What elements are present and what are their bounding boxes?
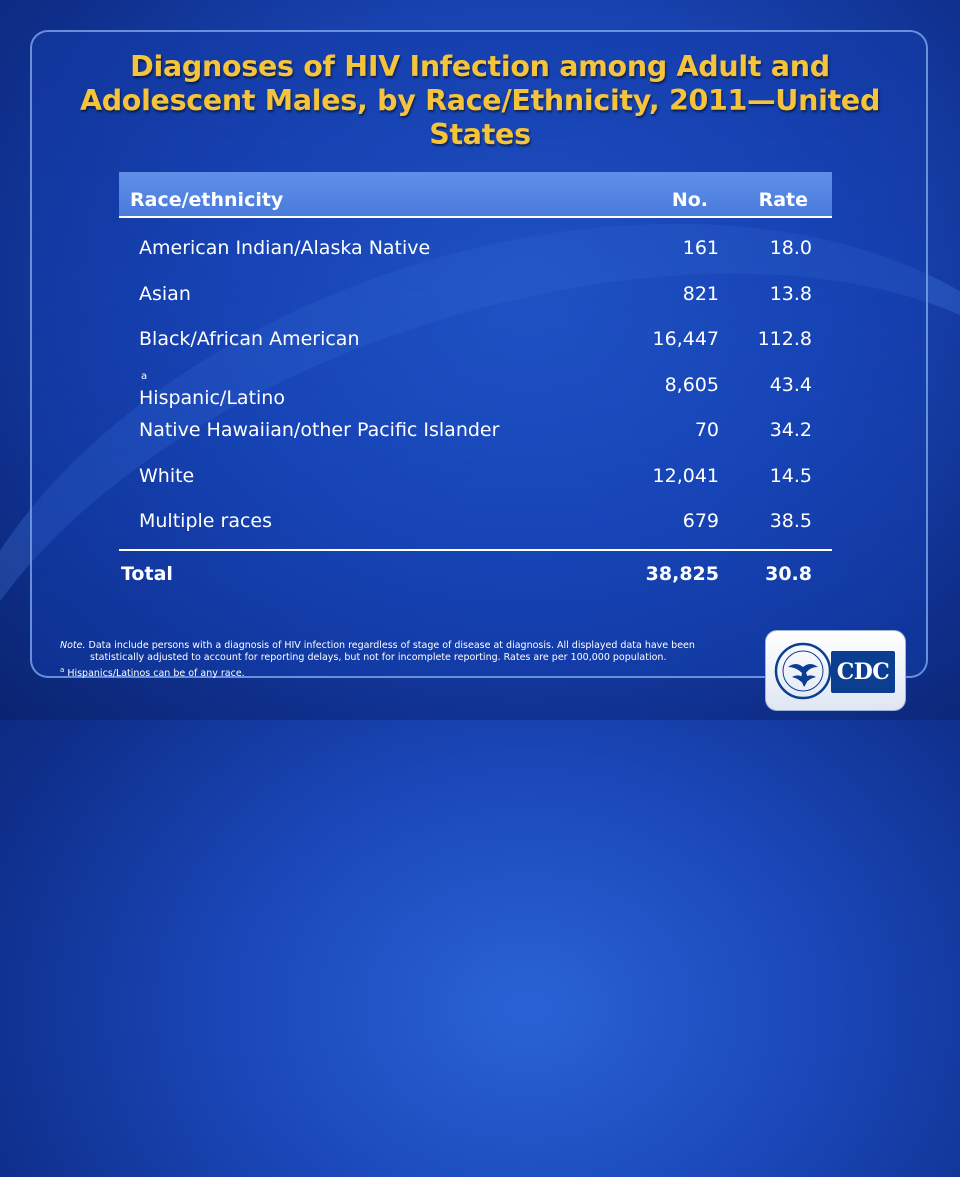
hhs-eagle-seal-icon <box>774 642 832 700</box>
footnote-marker: a <box>141 371 148 383</box>
cell-race: Black/African American <box>139 328 360 350</box>
table-body: American Indian/Alaska Native 161 18.0 A… <box>119 218 832 551</box>
table-row: Asian 821 13.8 <box>119 270 832 316</box>
table-header: Race/ethnicity No. Rate <box>119 172 832 218</box>
cell-no: 12,041 <box>652 464 719 487</box>
cell-race: Multiple races <box>139 510 272 532</box>
cdc-wordmark: CDC <box>831 651 895 693</box>
cell-no: 821 <box>682 282 719 305</box>
cell-no: 16,447 <box>652 328 719 350</box>
note-text-cont: statistically adjusted to account for re… <box>90 652 667 663</box>
cell-rate: 112.8 <box>757 328 812 350</box>
cell-race: American Indian/Alaska Native <box>139 237 431 259</box>
cell-no: 679 <box>682 510 719 532</box>
table-row: Multiple races 679 38.5 <box>119 497 832 543</box>
data-table: Race/ethnicity No. Rate American Indian/… <box>119 172 832 601</box>
table-row: American Indian/Alaska Native 161 18.0 <box>119 224 832 270</box>
cell-rate: 14.5 <box>769 464 812 487</box>
note-text: Data include persons with a diagnosis of… <box>88 640 695 651</box>
cell-race: White <box>139 464 195 487</box>
cell-rate: 34.2 <box>769 419 812 441</box>
cdc-logo: CDC <box>765 630 906 711</box>
total-rate: 30.8 <box>765 562 812 585</box>
cell-rate: 38.5 <box>769 510 812 532</box>
total-label: Total <box>121 562 173 585</box>
cell-no: 161 <box>682 237 719 259</box>
table-row: Native Hawaiian/other Pacific Islander 7… <box>119 406 832 452</box>
table-row: Black/African American 16,447 112.8 <box>119 315 832 361</box>
slide-frame <box>30 30 928 678</box>
cell-no: 70 <box>694 419 719 441</box>
cell-race: Asian <box>139 282 191 305</box>
table-row: Hispanic/Latino a 8,605 43.4 <box>119 361 832 408</box>
cell-rate: 43.4 <box>769 373 812 396</box>
footnote-marker-a: a <box>60 666 65 674</box>
cell-rate: 13.8 <box>769 282 812 305</box>
footnote-block: Note. Data include persons with a diagno… <box>60 640 760 680</box>
cell-race: Native Hawaiian/other Pacific Islander <box>139 419 500 441</box>
table-total-row: Total 38,825 30.8 <box>119 551 832 601</box>
header-no: No. <box>671 189 708 211</box>
cell-race: Hispanic/Latino a <box>139 371 285 408</box>
note-label: Note. <box>60 640 86 651</box>
footnote-a-text: Hispanics/Latinos can be of any race. <box>67 668 245 680</box>
total-no: 38,825 <box>645 562 719 585</box>
table-row: White 12,041 14.5 <box>119 452 832 498</box>
header-rate: Rate <box>758 189 808 211</box>
cell-race-text: Hispanic/Latino <box>139 386 285 409</box>
slide-title: Diagnoses of HIV Infection among Adult a… <box>79 50 881 151</box>
header-race: Race/ethnicity <box>130 189 284 211</box>
cell-rate: 18.0 <box>769 237 812 259</box>
cell-no: 8,605 <box>664 373 719 396</box>
